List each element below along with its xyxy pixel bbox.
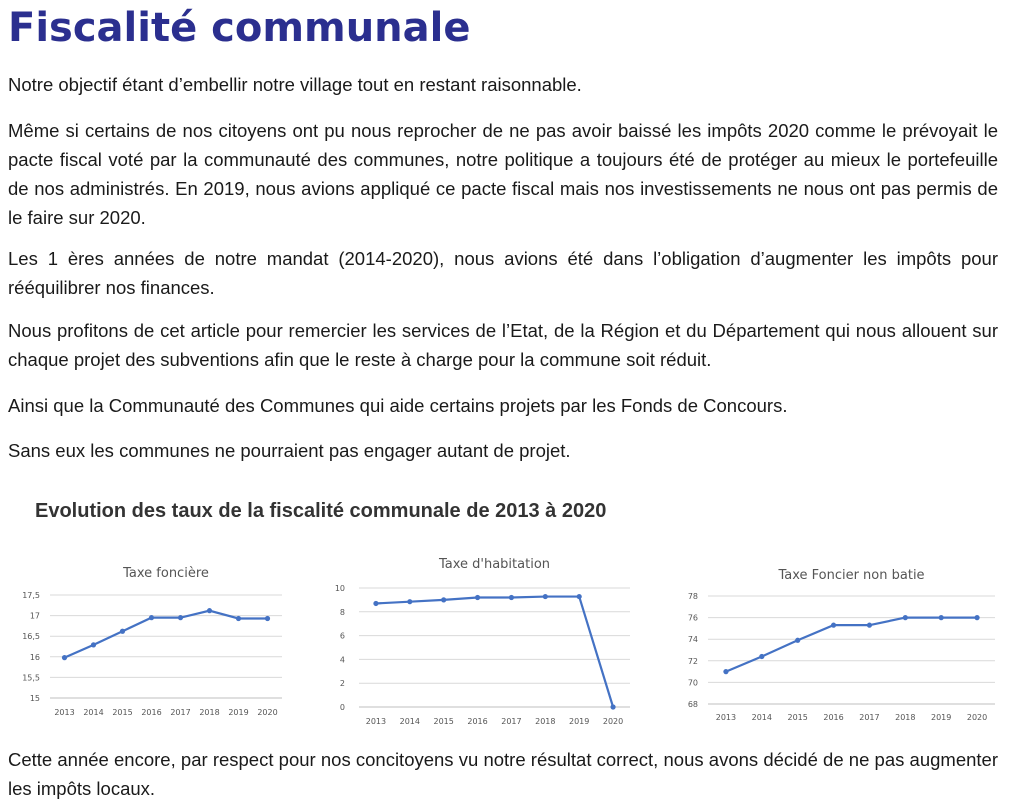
x-tick-label: 2013: [54, 708, 74, 717]
paragraph-thanks: Nous profitons de cet article pour remer…: [8, 320, 998, 370]
x-tick-label: 2020: [257, 708, 277, 717]
data-point: [206, 608, 213, 614]
paragraph-community: Ainsi que la Communauté des Communes qui…: [8, 395, 788, 416]
paragraph-projects: Sans eux les communes ne pourraient pas …: [8, 440, 571, 461]
data-point: [474, 594, 481, 601]
data-point: [938, 615, 944, 621]
y-tick-label: 0: [340, 703, 345, 712]
data-point: [902, 615, 908, 621]
x-tick-label: 2014: [400, 717, 420, 726]
paragraph-taxes-2020: Même si certains de nos citoyens ont pu …: [8, 120, 998, 228]
data-point: [576, 593, 582, 600]
data-point: [830, 622, 837, 628]
chart-taxe-habitation-svg: Taxe d'habitation 0 2 4 6 8 10 2013 2014 2015 2016…: [335, 557, 630, 726]
y-tick-label: 8: [340, 608, 345, 617]
y-tick-label: 68: [688, 700, 698, 709]
x-tick-label: 2017: [859, 713, 879, 722]
x-tick-label: 2014: [752, 713, 772, 722]
x-tick-label: 2018: [199, 708, 219, 717]
data-point: [373, 600, 379, 607]
x-tick-label: 2017: [170, 708, 190, 717]
x-tick-label: 2019: [228, 708, 248, 717]
data-point: [177, 615, 184, 621]
x-tick-label: 2018: [895, 713, 915, 722]
x-tick-label: 2019: [569, 717, 589, 726]
series-line: [375, 595, 615, 708]
x-tick-label: 2016: [467, 717, 487, 726]
data-point: [148, 615, 155, 621]
data-point: [759, 653, 765, 660]
x-tick-label: 2020: [603, 717, 623, 726]
y-tick-label: 10: [335, 584, 345, 593]
data-point: [723, 669, 729, 675]
chart-taxe-foncier-non-batie-svg: Taxe Foncier non batie 68 70 72 74 76 78 2013 20…: [688, 568, 995, 722]
x-tick-label: 2015: [434, 717, 454, 726]
y-tick-label: 2: [340, 679, 345, 688]
x-tick-label: 2013: [366, 717, 386, 726]
chart-title: Taxe foncière: [122, 566, 209, 581]
chart-taxe-habitation: Taxe d'habitation 0 2 4 6 8 10 2013 2014 2015 2016…: [325, 550, 645, 730]
y-tick-label: 4: [340, 655, 345, 664]
paragraph-closing: Cette année encore, par respect pour nos…: [8, 749, 998, 799]
data-point: [264, 615, 271, 622]
y-tick-label: 15,5: [22, 673, 40, 682]
data-point: [119, 628, 126, 634]
x-tick-label: 2020: [967, 713, 987, 722]
paragraph-mandate: Les 1 ères années de notre mandat (2014-…: [8, 248, 998, 298]
chart-taxe-foncier-non-batie: Taxe Foncier non batie 68 70 72 74 76 78 2013 20…: [680, 560, 1005, 730]
data-point: [407, 599, 413, 605]
y-tick-label: 76: [688, 614, 698, 623]
data-point: [610, 704, 616, 710]
page-title: Fiscalité communale: [8, 5, 471, 51]
chart-taxe-fonciere-svg: Taxe foncière 15 15,5 16 16,5 17 17,5 2013 2014 2…: [22, 566, 282, 717]
chart-title: Taxe d'habitation: [438, 557, 550, 572]
data-point: [974, 615, 980, 621]
y-tick-label: 6: [340, 632, 345, 641]
x-tick-label: 2014: [83, 708, 103, 717]
series-line: [725, 616, 978, 673]
data-point: [508, 594, 515, 601]
y-tick-label: 16,5: [22, 632, 40, 641]
y-tick-label: 74: [688, 635, 698, 644]
data-point: [441, 597, 447, 603]
x-tick-label: 2018: [535, 717, 555, 726]
y-tick-label: 17,5: [22, 591, 40, 600]
paragraph-objective: Notre objectif étant d’embellir notre vi…: [8, 74, 582, 95]
data-point: [61, 655, 68, 661]
x-tick-label: 2016: [823, 713, 843, 722]
data-point: [795, 637, 801, 643]
chart-title: Taxe Foncier non batie: [777, 568, 924, 583]
x-tick-label: 2015: [788, 713, 808, 722]
x-tick-label: 2013: [716, 713, 736, 722]
data-point: [866, 622, 873, 628]
x-tick-label: 2017: [501, 717, 521, 726]
x-tick-label: 2016: [141, 708, 161, 717]
y-tick-label: 70: [688, 678, 698, 687]
charts-section-title: Evolution des taux de la fiscalité commu…: [35, 500, 607, 522]
y-tick-label: 16: [30, 653, 40, 662]
data-point: [90, 642, 97, 648]
x-tick-label: 2019: [931, 713, 951, 722]
data-point: [542, 593, 548, 600]
y-tick-label: 15: [30, 694, 40, 703]
x-tick-label: 2015: [112, 708, 132, 717]
y-tick-label: 78: [688, 592, 698, 601]
y-tick-label: 17: [30, 612, 40, 621]
y-tick-label: 72: [688, 657, 698, 666]
data-point: [235, 615, 242, 622]
chart-taxe-fonciere: Taxe foncière 15 15,5 16 16,5 17 17,5 2013 2014 2…: [20, 555, 295, 725]
series-line: [64, 609, 268, 659]
